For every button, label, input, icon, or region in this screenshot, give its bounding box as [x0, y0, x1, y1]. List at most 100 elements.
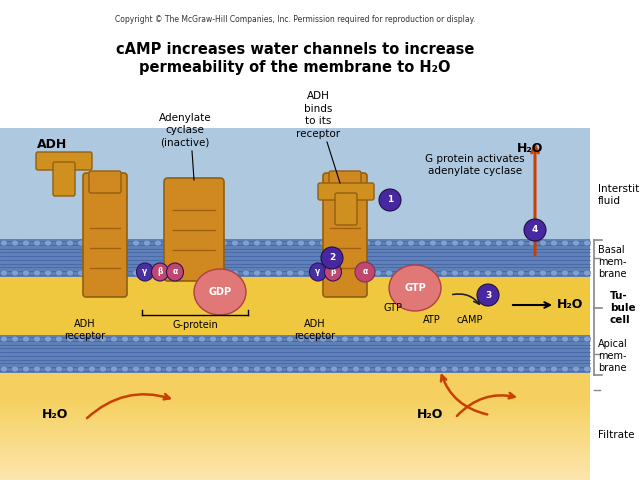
Ellipse shape	[12, 366, 19, 372]
Ellipse shape	[298, 240, 305, 246]
Ellipse shape	[573, 336, 579, 342]
Bar	[0, 405, 590, 406]
Text: G protein activates
adenylate cyclase: G protein activates adenylate cyclase	[425, 154, 525, 176]
Ellipse shape	[33, 240, 40, 246]
Ellipse shape	[154, 270, 161, 276]
Circle shape	[321, 247, 343, 269]
Ellipse shape	[550, 366, 557, 372]
Ellipse shape	[451, 270, 458, 276]
Ellipse shape	[99, 366, 106, 372]
Bar	[0, 448, 590, 449]
Ellipse shape	[319, 270, 326, 276]
Bar	[0, 474, 590, 475]
Ellipse shape	[264, 240, 271, 246]
Circle shape	[524, 219, 546, 241]
Ellipse shape	[419, 240, 426, 246]
Ellipse shape	[484, 240, 492, 246]
FancyBboxPatch shape	[53, 162, 75, 196]
Ellipse shape	[408, 270, 415, 276]
Ellipse shape	[198, 366, 205, 372]
Bar	[0, 478, 590, 479]
Bar	[0, 464, 590, 465]
Ellipse shape	[232, 366, 239, 372]
Text: cAMP: cAMP	[457, 315, 483, 325]
Ellipse shape	[264, 366, 271, 372]
Ellipse shape	[319, 336, 326, 342]
Ellipse shape	[56, 240, 63, 246]
Ellipse shape	[143, 270, 150, 276]
Ellipse shape	[451, 240, 458, 246]
FancyBboxPatch shape	[83, 173, 127, 297]
Bar	[0, 446, 590, 447]
Text: Basal
mem-
brane: Basal mem- brane	[598, 245, 627, 278]
FancyBboxPatch shape	[323, 173, 367, 297]
Ellipse shape	[67, 240, 74, 246]
Ellipse shape	[253, 336, 260, 342]
Ellipse shape	[188, 336, 195, 342]
Ellipse shape	[143, 366, 150, 372]
Bar	[0, 476, 590, 477]
Text: γ: γ	[316, 267, 321, 276]
Ellipse shape	[122, 336, 129, 342]
Ellipse shape	[540, 240, 547, 246]
Ellipse shape	[287, 336, 294, 342]
Ellipse shape	[287, 270, 294, 276]
Ellipse shape	[374, 366, 381, 372]
Ellipse shape	[264, 336, 271, 342]
Bar	[0, 460, 590, 461]
Ellipse shape	[243, 240, 250, 246]
Ellipse shape	[385, 270, 392, 276]
Ellipse shape	[397, 366, 403, 372]
Bar	[0, 400, 590, 401]
Ellipse shape	[209, 270, 216, 276]
Ellipse shape	[364, 366, 371, 372]
Bar	[0, 458, 590, 459]
Bar	[0, 411, 590, 412]
Bar	[0, 401, 590, 402]
Bar	[0, 402, 590, 403]
Ellipse shape	[132, 336, 140, 342]
Ellipse shape	[88, 270, 95, 276]
Bar	[0, 450, 590, 451]
Ellipse shape	[154, 366, 161, 372]
Text: 2: 2	[329, 253, 335, 263]
Ellipse shape	[154, 240, 161, 246]
Text: α: α	[172, 267, 178, 276]
Bar	[0, 427, 590, 428]
Ellipse shape	[45, 336, 51, 342]
Ellipse shape	[12, 336, 19, 342]
Ellipse shape	[584, 366, 591, 372]
Ellipse shape	[319, 366, 326, 372]
Bar	[0, 443, 590, 444]
Ellipse shape	[166, 336, 173, 342]
Ellipse shape	[253, 366, 260, 372]
Ellipse shape	[330, 270, 337, 276]
Ellipse shape	[198, 270, 205, 276]
Ellipse shape	[56, 366, 63, 372]
Ellipse shape	[232, 336, 239, 342]
FancyBboxPatch shape	[89, 171, 121, 193]
Ellipse shape	[463, 336, 470, 342]
Ellipse shape	[389, 265, 441, 311]
Ellipse shape	[506, 336, 513, 342]
Ellipse shape	[529, 240, 536, 246]
Bar	[0, 468, 590, 469]
Ellipse shape	[573, 270, 579, 276]
Text: permeability of the membrane to H₂O: permeability of the membrane to H₂O	[140, 60, 451, 75]
Ellipse shape	[132, 270, 140, 276]
Bar	[0, 407, 590, 408]
Ellipse shape	[56, 336, 63, 342]
Ellipse shape	[561, 366, 568, 372]
Ellipse shape	[77, 336, 84, 342]
Ellipse shape	[310, 263, 326, 281]
Ellipse shape	[166, 270, 173, 276]
Ellipse shape	[45, 366, 51, 372]
Ellipse shape	[353, 336, 360, 342]
Ellipse shape	[550, 240, 557, 246]
Ellipse shape	[385, 336, 392, 342]
Ellipse shape	[143, 240, 150, 246]
Ellipse shape	[1, 366, 8, 372]
Bar	[0, 479, 590, 480]
Ellipse shape	[12, 240, 19, 246]
Ellipse shape	[561, 336, 568, 342]
